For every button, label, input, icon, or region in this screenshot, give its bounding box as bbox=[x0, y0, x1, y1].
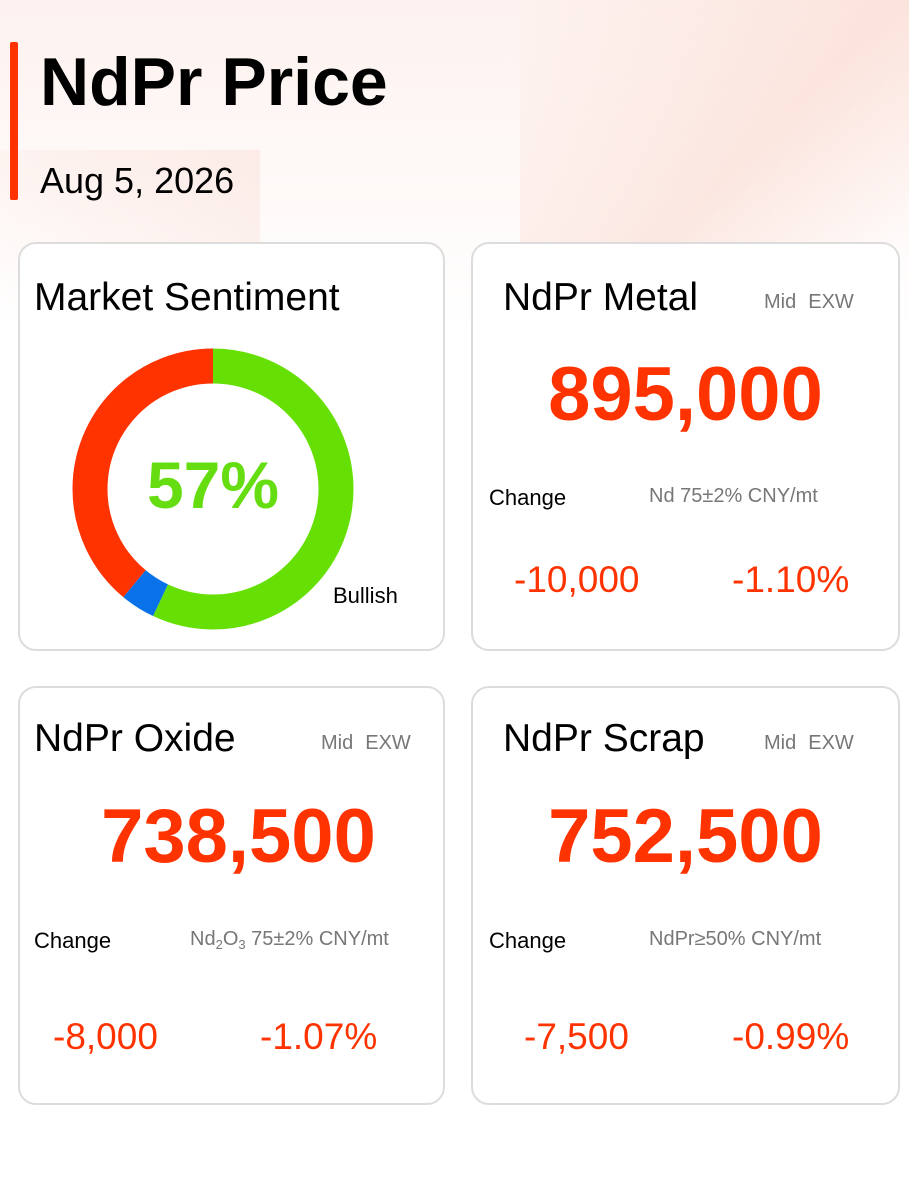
oxide-spec-sub: 2 bbox=[215, 937, 223, 952]
oxide-card: NdPr Oxide Mid EXW 738,500 Change Nd2O3 7… bbox=[18, 686, 445, 1105]
scrap-change-label: Change bbox=[489, 928, 567, 953]
oxide-tag-exw: EXW bbox=[365, 732, 411, 754]
header-decoration bbox=[520, 0, 909, 250]
oxide-change-pct: -1.07% bbox=[260, 1016, 378, 1057]
metal-card: NdPr Metal Mid EXW 895,000 Change Nd 75±2… bbox=[471, 242, 900, 651]
sentiment-label: Bullish bbox=[333, 583, 398, 608]
title-accent-bar bbox=[10, 42, 18, 200]
scrap-tag-exw: EXW bbox=[808, 732, 854, 754]
metal-tag-exw: EXW bbox=[808, 291, 854, 313]
oxide-change-label: Change bbox=[34, 928, 112, 953]
scrap-card: NdPr Scrap Mid EXW 752,500 Change NdPr≥50… bbox=[471, 686, 900, 1105]
oxide-price-tags: Mid EXW bbox=[321, 733, 411, 753]
scrap-price: 752,500 bbox=[548, 794, 823, 879]
scrap-tag-mid: Mid bbox=[764, 732, 797, 754]
metal-change-abs: -10,000 bbox=[514, 559, 640, 600]
donut-segments bbox=[72, 348, 354, 630]
oxide-price: 738,500 bbox=[101, 794, 376, 879]
sentiment-percent: 57% bbox=[146, 448, 280, 522]
metal-price-tags: Mid EXW bbox=[764, 292, 854, 312]
metal-title: NdPr Metal bbox=[503, 276, 699, 319]
donut-segment-bearish bbox=[72, 348, 354, 630]
metal-change-pct: -1.10% bbox=[732, 559, 850, 600]
page-title: NdPr Price bbox=[40, 44, 388, 120]
oxide-tag-mid: Mid bbox=[321, 732, 354, 754]
oxide-spec-sub: 3 bbox=[238, 937, 246, 952]
oxide-spec-part: O bbox=[222, 928, 239, 950]
scrap-title: NdPr Scrap bbox=[503, 717, 705, 760]
scrap-spec: NdPr≥50% CNY/mt bbox=[649, 928, 822, 950]
oxide-spec: Nd2O3 75±2% CNY/mt bbox=[190, 928, 389, 952]
metal-price: 895,000 bbox=[548, 352, 823, 437]
scrap-change-abs: -7,500 bbox=[524, 1016, 629, 1057]
oxide-spec-part: 75±2% CNY/mt bbox=[245, 928, 389, 950]
scrap-change-pct: -0.99% bbox=[732, 1016, 850, 1057]
oxide-title: NdPr Oxide bbox=[34, 717, 236, 760]
sentiment-card: Market Sentiment 57% Bullish bbox=[18, 242, 445, 651]
metal-spec: Nd 75±2% CNY/mt bbox=[649, 485, 818, 507]
scrap-price-tags: Mid EXW bbox=[764, 733, 854, 753]
oxide-spec-part: Nd bbox=[190, 928, 216, 950]
oxide-change-abs: -8,000 bbox=[53, 1016, 158, 1057]
metal-change-label: Change bbox=[489, 485, 567, 510]
sentiment-title: Market Sentiment bbox=[34, 276, 340, 319]
sentiment-donut bbox=[72, 348, 354, 630]
metal-tag-mid: Mid bbox=[764, 291, 797, 313]
page-date: Aug 5, 2026 bbox=[40, 160, 235, 201]
